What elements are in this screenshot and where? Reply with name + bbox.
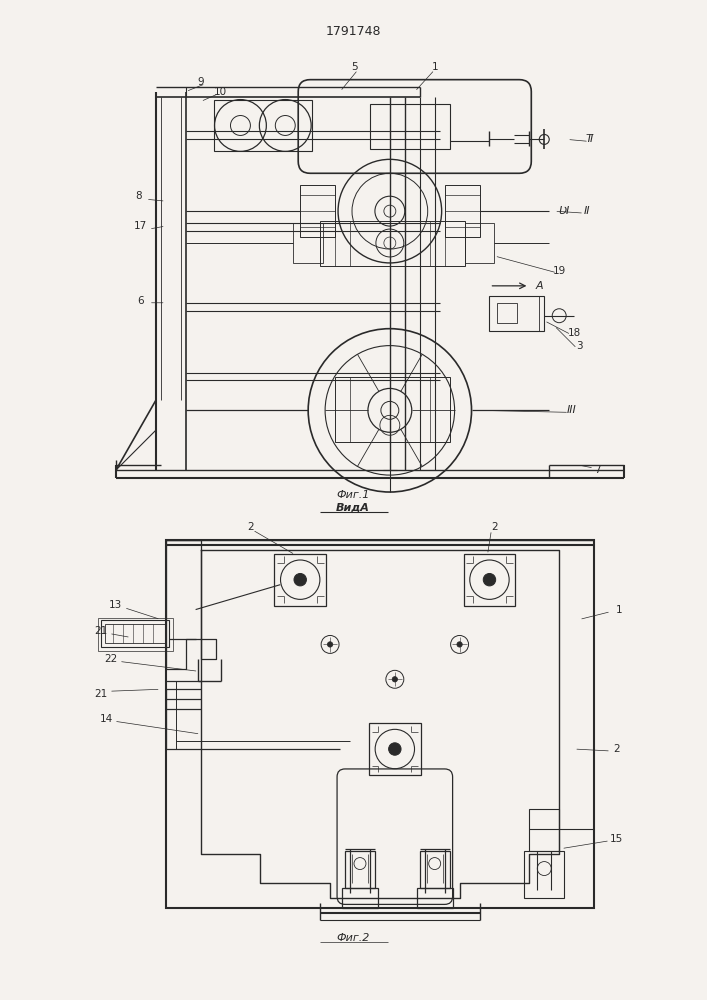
Bar [274, 554, 326, 606]
Text: A: A [535, 281, 543, 291]
Text: 19: 19 [553, 266, 566, 276]
Bar [489, 296, 544, 331]
Text: 21: 21 [94, 689, 107, 699]
Bar [105, 624, 165, 643]
Text: 1: 1 [616, 605, 622, 615]
Text: 7: 7 [594, 465, 600, 475]
Bar [416, 888, 452, 908]
Text: Фиг.2: Фиг.2 [337, 933, 370, 943]
Text: 13: 13 [110, 600, 122, 610]
Text: 1: 1 [431, 62, 438, 72]
Text: Т: Т [585, 134, 592, 144]
Bar [420, 851, 450, 888]
Bar [525, 851, 564, 898]
Bar [300, 185, 335, 237]
Text: 2: 2 [491, 522, 498, 532]
Text: 14: 14 [100, 714, 112, 724]
Bar [101, 620, 169, 647]
Circle shape [294, 573, 306, 586]
Bar [445, 185, 479, 237]
Text: 22: 22 [105, 654, 117, 664]
Text: 3: 3 [575, 341, 583, 351]
Text: 10: 10 [214, 87, 227, 97]
Bar [98, 618, 173, 651]
Bar [345, 851, 375, 888]
Text: 5: 5 [351, 62, 358, 72]
Bar [498, 303, 518, 323]
Bar [342, 888, 378, 908]
Bar [464, 223, 494, 263]
Text: 1791748: 1791748 [325, 25, 381, 38]
Text: 2: 2 [247, 522, 254, 532]
Text: ƲІ: ƲІ [559, 206, 570, 216]
Bar [530, 809, 559, 851]
Bar [293, 223, 323, 263]
Bar [335, 377, 450, 442]
Text: 6: 6 [138, 296, 144, 306]
Text: 2: 2 [614, 744, 620, 754]
Text: 18: 18 [568, 328, 580, 338]
Text: ВидA: ВидA [336, 503, 370, 513]
Circle shape [457, 642, 462, 647]
Text: Фиг.1: Фиг.1 [337, 490, 370, 500]
Bar [370, 104, 450, 149]
Circle shape [392, 677, 397, 682]
Text: I: I [590, 134, 592, 144]
Bar [464, 554, 515, 606]
Circle shape [327, 642, 333, 647]
Text: 9: 9 [197, 77, 204, 87]
Bar [214, 100, 312, 151]
Circle shape [389, 743, 401, 755]
Bar [320, 221, 464, 266]
Circle shape [484, 573, 496, 586]
Text: II: II [584, 206, 590, 216]
Bar [369, 723, 421, 775]
Text: 21: 21 [94, 626, 107, 636]
Text: 8: 8 [136, 191, 142, 201]
Text: 15: 15 [609, 834, 623, 844]
Text: 17: 17 [134, 221, 148, 231]
Bar [165, 540, 594, 908]
Text: III: III [566, 405, 576, 415]
